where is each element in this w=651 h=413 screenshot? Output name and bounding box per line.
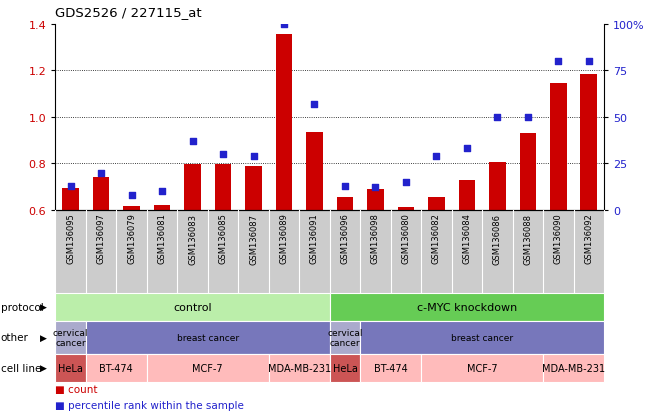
Bar [367, 189, 384, 210]
Text: control: control [173, 302, 212, 312]
Text: other: other [1, 332, 29, 342]
Point [248, 153, 258, 160]
Point [523, 114, 533, 121]
Text: c-MYC knockdown: c-MYC knockdown [417, 302, 517, 312]
Point [96, 170, 106, 176]
Point [431, 153, 441, 160]
Point [462, 146, 472, 152]
Bar [275, 35, 292, 210]
Point [370, 185, 381, 191]
Text: ▶: ▶ [40, 363, 47, 373]
Text: MDA-MB-231: MDA-MB-231 [268, 363, 331, 373]
Bar [489, 163, 506, 210]
Point [401, 179, 411, 186]
Bar [245, 166, 262, 210]
Bar [550, 84, 567, 210]
Bar [154, 206, 171, 210]
Point [279, 21, 289, 28]
Text: protocol: protocol [1, 302, 44, 312]
Point [492, 114, 503, 121]
Bar [92, 178, 109, 210]
Bar [306, 133, 323, 210]
Bar [62, 188, 79, 210]
Text: ■ count: ■ count [55, 384, 98, 394]
Bar [458, 180, 475, 210]
Text: GDS2526 / 227115_at: GDS2526 / 227115_at [55, 6, 202, 19]
Text: MCF-7: MCF-7 [467, 363, 497, 373]
Text: ▶: ▶ [40, 302, 47, 311]
Bar [398, 208, 414, 210]
Bar [428, 197, 445, 210]
Text: MDA-MB-231: MDA-MB-231 [542, 363, 605, 373]
Bar [215, 165, 231, 210]
Bar [519, 134, 536, 210]
Text: cervical
cancer: cervical cancer [53, 328, 89, 347]
Text: BT-474: BT-474 [374, 363, 408, 373]
Point [126, 192, 137, 199]
Bar [581, 75, 597, 210]
Text: ■ percentile rank within the sample: ■ percentile rank within the sample [55, 400, 244, 410]
Text: HeLa: HeLa [58, 363, 83, 373]
Point [218, 151, 229, 158]
Point [584, 59, 594, 65]
Text: cell line: cell line [1, 363, 41, 373]
Point [340, 183, 350, 190]
Text: HeLa: HeLa [333, 363, 357, 373]
Point [553, 59, 564, 65]
Text: cervical
cancer: cervical cancer [327, 328, 363, 347]
Text: MCF-7: MCF-7 [193, 363, 223, 373]
Point [309, 101, 320, 108]
Point [157, 188, 167, 195]
Bar [184, 165, 201, 210]
Point [65, 183, 76, 190]
Bar [337, 197, 353, 210]
Point [187, 138, 198, 145]
Text: breast cancer: breast cancer [451, 333, 513, 342]
Text: breast cancer: breast cancer [176, 333, 239, 342]
Text: ▶: ▶ [40, 333, 47, 342]
Text: BT-474: BT-474 [100, 363, 133, 373]
Bar [123, 207, 140, 210]
